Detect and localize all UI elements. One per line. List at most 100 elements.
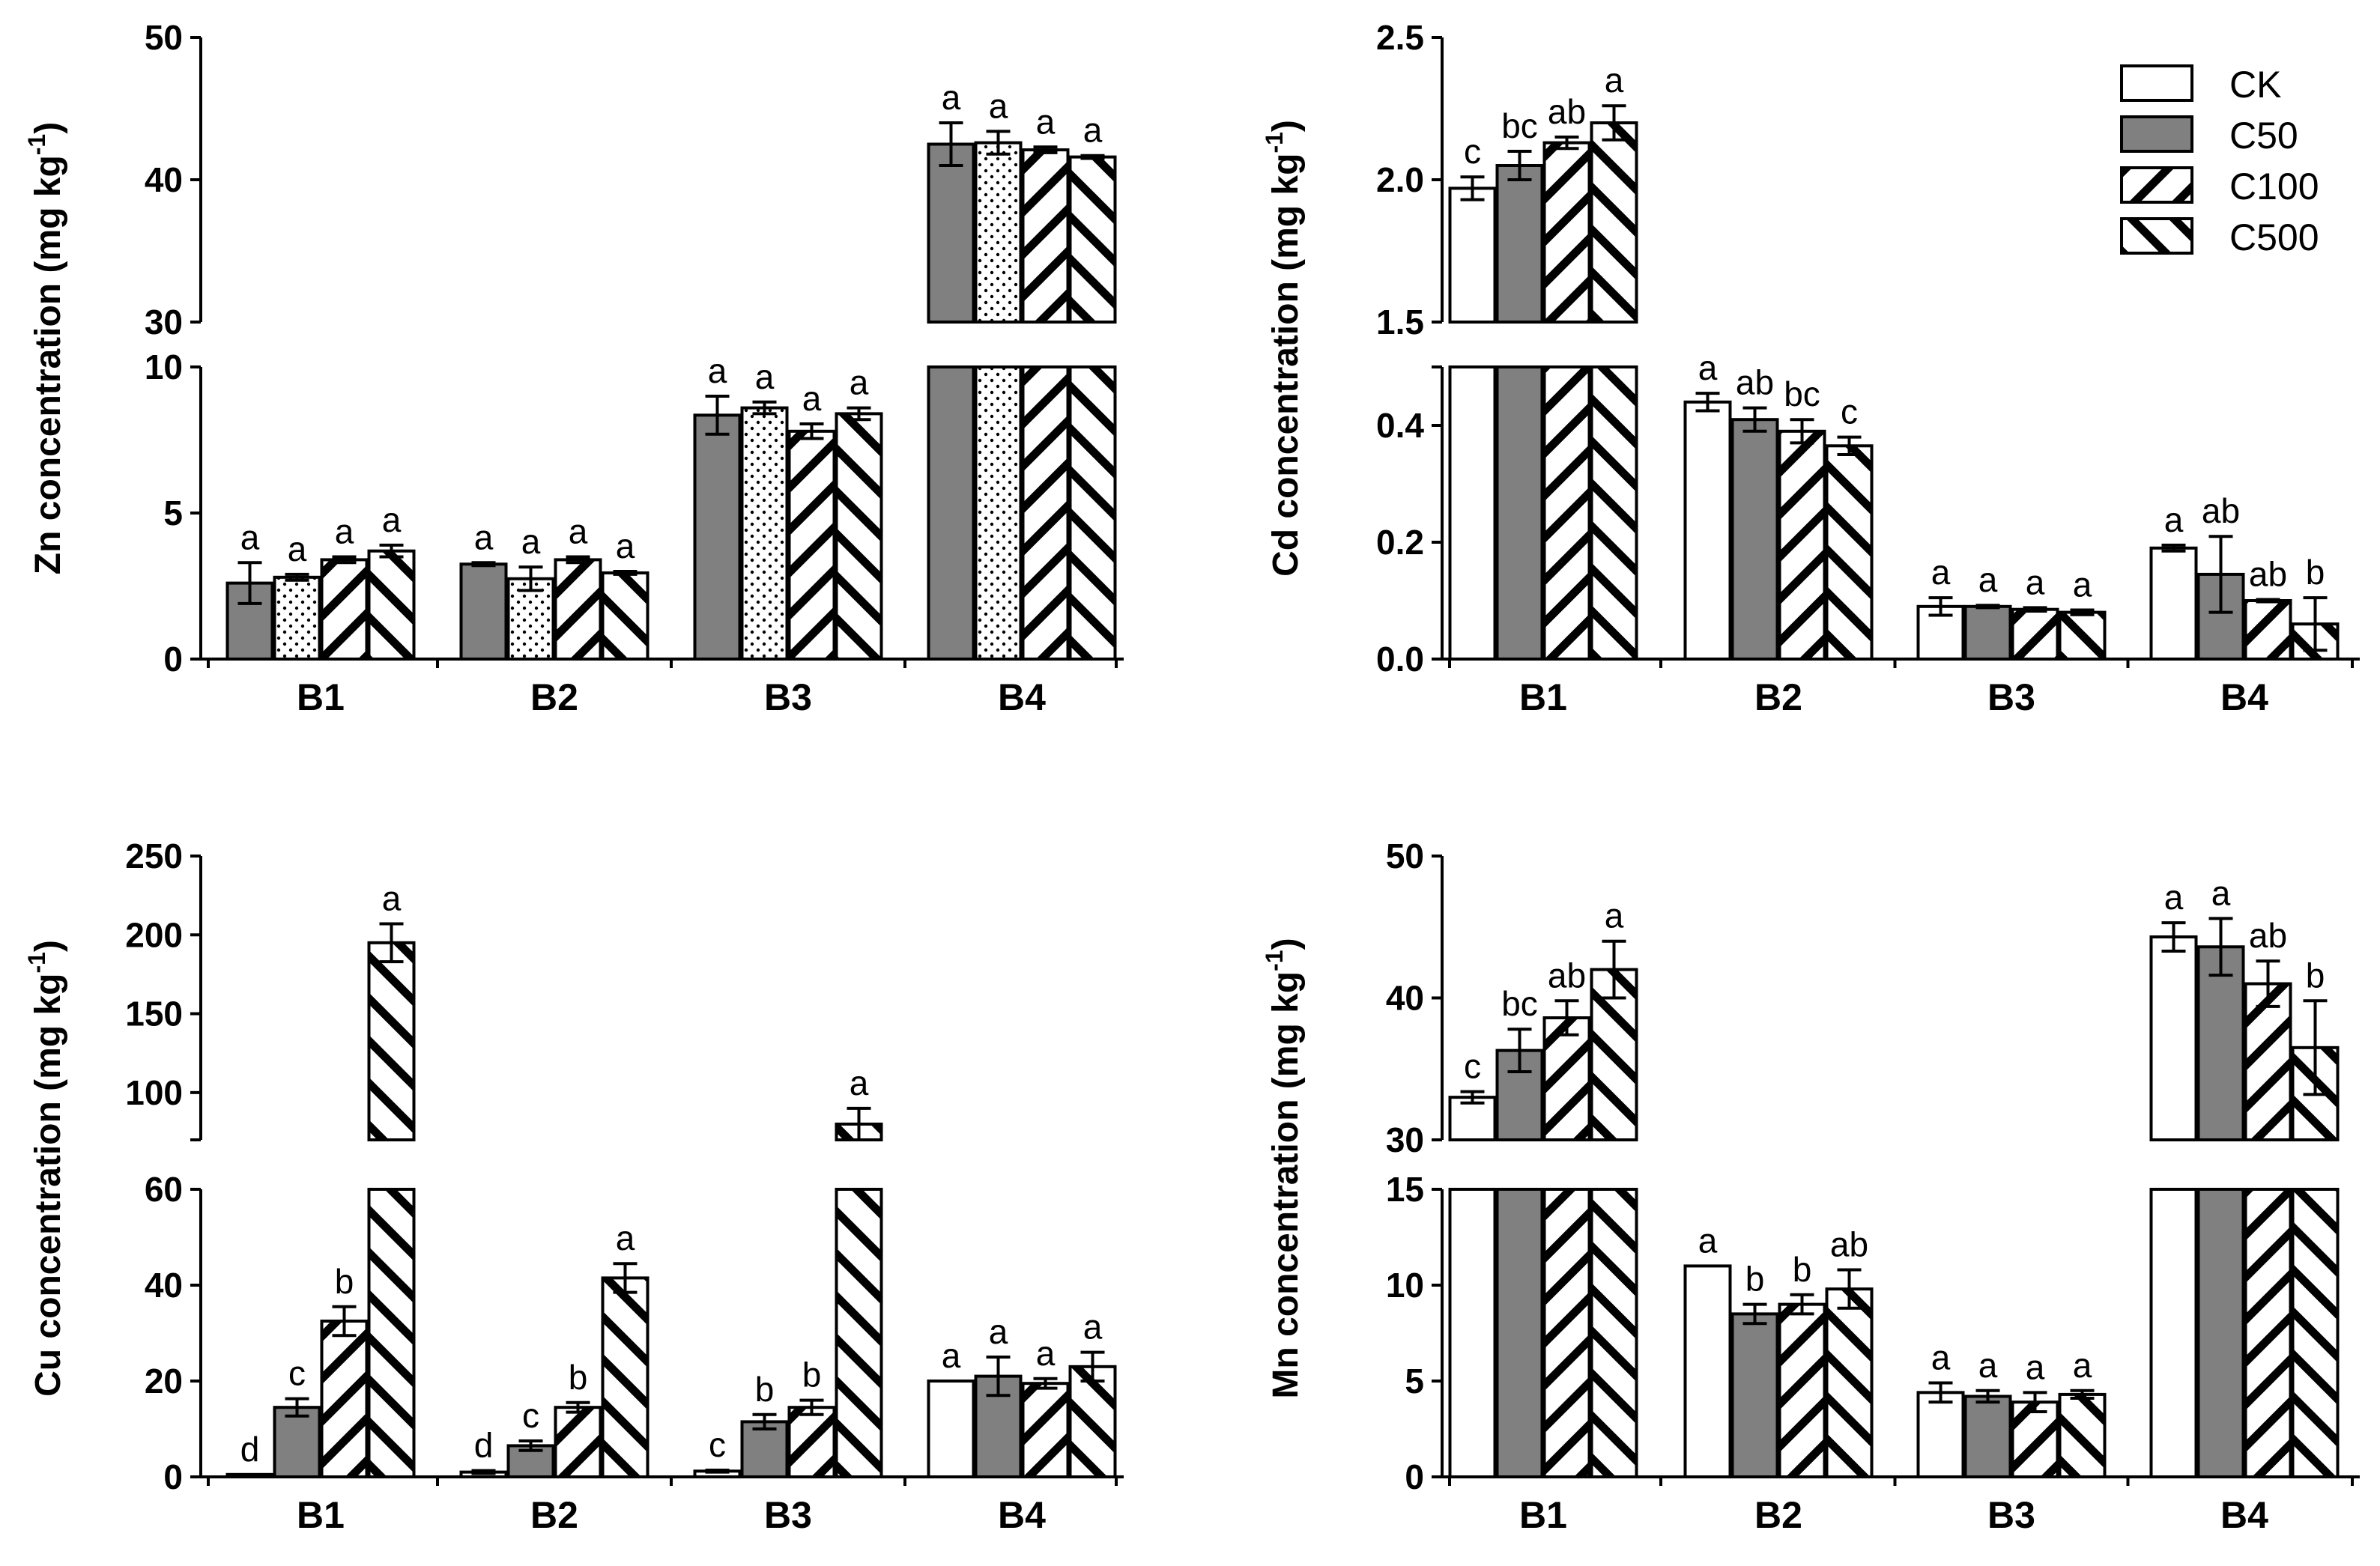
cu-y-ticks: 0 20 40 60 100 150 200 250 — [125, 837, 201, 1496]
mn-bar-b1-s3: a — [1590, 896, 1638, 1478]
legend-label-ck: CK — [2229, 64, 2281, 106]
x-category-label: B1 — [1519, 676, 1567, 718]
cd-bar-b3-s3: a — [2058, 565, 2107, 661]
significance-letter: a — [1083, 1308, 1103, 1347]
bar-segment-upper — [974, 141, 1023, 324]
cu-bar-b3-s2: b — [787, 1356, 836, 1478]
significance-letter: a — [474, 518, 494, 556]
x-category-label: B4 — [998, 676, 1046, 718]
cu-bar-b4-s3: a — [1068, 1308, 1117, 1479]
significance-letter: d — [474, 1426, 494, 1465]
y-tick-label: 40 — [1386, 979, 1424, 1018]
bar-segment-lower — [1448, 365, 1497, 661]
mn-x-categories: B1 B2 B3 B4 — [1448, 1477, 2354, 1536]
bar-segment-lower — [1021, 365, 1070, 661]
bar-segment-lower — [1542, 1188, 1591, 1478]
x-category-label: B2 — [1754, 676, 1802, 718]
significance-letter: a — [1931, 553, 1951, 592]
cu-bar-b2-s2: b — [554, 1358, 602, 1478]
significance-letter: a — [1698, 1221, 1718, 1260]
bar-segment-lower — [320, 1320, 369, 1478]
bar-segment-lower — [2244, 599, 2292, 661]
bar-segment-lower — [554, 558, 602, 661]
bar-segment-lower — [320, 558, 369, 661]
y-tick-label: 0 — [163, 640, 183, 679]
cd-bar-b2-s0: a — [1683, 348, 1732, 661]
y-tick-label: 30 — [145, 303, 183, 342]
cd-bar-b4-s2: ab — [2244, 554, 2292, 661]
significance-letter: b — [755, 1370, 775, 1409]
cd-bar-b4-s0: a — [2149, 500, 2198, 661]
bar-segment-lower — [601, 1276, 649, 1479]
zn-bar-b4-s1: a — [974, 86, 1023, 661]
bar-segment-lower — [787, 429, 836, 661]
significance-letter: a — [2164, 500, 2184, 539]
significance-letter: a — [382, 879, 402, 918]
bar-segment-lower — [693, 413, 742, 661]
cd-bar-b3-s0: a — [1916, 553, 1965, 661]
bar-segment-lower — [835, 1188, 883, 1478]
significance-letter: a — [1698, 348, 1718, 387]
y-tick-label: 40 — [145, 160, 183, 199]
x-category-label: B1 — [297, 1494, 345, 1536]
mn-bar-b3-s1: a — [1963, 1346, 2012, 1478]
bar-segment-upper — [2196, 945, 2245, 1142]
y-tick-label: 2.0 — [1376, 160, 1424, 199]
mn-bar-b4-s2: ab — [2244, 916, 2292, 1478]
y-axis-label-main: Mn concentration (mg kg — [1266, 971, 1306, 1399]
bar-segment-lower — [367, 1188, 416, 1478]
cu-bar-b3-s0: c — [693, 1425, 742, 1478]
zn-bar-b2-s3: a — [601, 526, 649, 661]
significance-letter: c — [1464, 132, 1481, 171]
bar-segment-lower — [1590, 365, 1638, 661]
x-category-label: B3 — [1987, 676, 2035, 718]
legend-label-c500: C500 — [2229, 216, 2319, 258]
cu-bar-b3-s1: b — [740, 1370, 789, 1479]
y-axis-label-superscript: -1 — [1261, 950, 1288, 971]
mn-y-axis-label: Mn concentration (mg kg-1) — [1261, 938, 1306, 1398]
bar-segment-lower — [1495, 1188, 1544, 1478]
x-category-label: B2 — [530, 676, 578, 718]
significance-letter: a — [755, 357, 775, 396]
y-tick-label: 5 — [1405, 1362, 1424, 1400]
significance-letter: ab — [1736, 363, 1774, 402]
legend-item-c50: C50 — [2120, 115, 2298, 157]
cd-bar-b3-s1: a — [1963, 560, 2012, 661]
cu-bar-b1-s0: d — [225, 1430, 274, 1479]
significance-letter: a — [569, 512, 588, 551]
cd-bar-b3-s2: a — [2011, 562, 2059, 661]
y-tick-label: 150 — [125, 995, 183, 1034]
y-tick-label: 30 — [1386, 1120, 1424, 1159]
bar-segment-lower — [2011, 1400, 2059, 1479]
cu-bar-b3-s3: a — [835, 1063, 883, 1478]
significance-letter: b — [569, 1358, 588, 1397]
legend-label-c50: C50 — [2229, 115, 2298, 157]
bar-segment-lower — [1590, 1188, 1638, 1478]
zn-bar-b3-s0: a — [693, 351, 742, 661]
cu-bar-b2-s0: d — [459, 1426, 508, 1478]
bar-segment-upper — [1542, 141, 1591, 324]
mn-bar-b2-s3: ab — [1825, 1225, 1874, 1478]
zn-bar-b1-s2: a — [320, 512, 369, 661]
bar-segment-lower — [2244, 1188, 2292, 1478]
significance-letter: b — [1793, 1250, 1812, 1289]
y-tick-label: 40 — [145, 1266, 183, 1305]
significance-letter: a — [616, 526, 635, 565]
cd-bar-b1-s1: bc — [1495, 106, 1544, 661]
mn-bar-b3-s0: a — [1916, 1338, 1965, 1478]
bar-segment-lower — [1963, 1394, 2012, 1478]
significance-letter: a — [1978, 560, 1998, 599]
cu-bar-b2-s3: a — [601, 1218, 649, 1479]
cd-bar-b1-s0: c — [1448, 132, 1497, 661]
bar-segment-lower — [1778, 429, 1826, 661]
cd-bar-b2-s3: c — [1825, 392, 1874, 661]
bar-segment-lower — [1916, 1391, 1965, 1478]
significance-letter: c — [1464, 1047, 1481, 1086]
y-tick-label: 0 — [163, 1457, 183, 1496]
y-axis-label-superscript: -1 — [1261, 132, 1288, 153]
significance-letter: c — [522, 1396, 539, 1435]
bar-segment-lower — [1683, 1264, 1732, 1479]
